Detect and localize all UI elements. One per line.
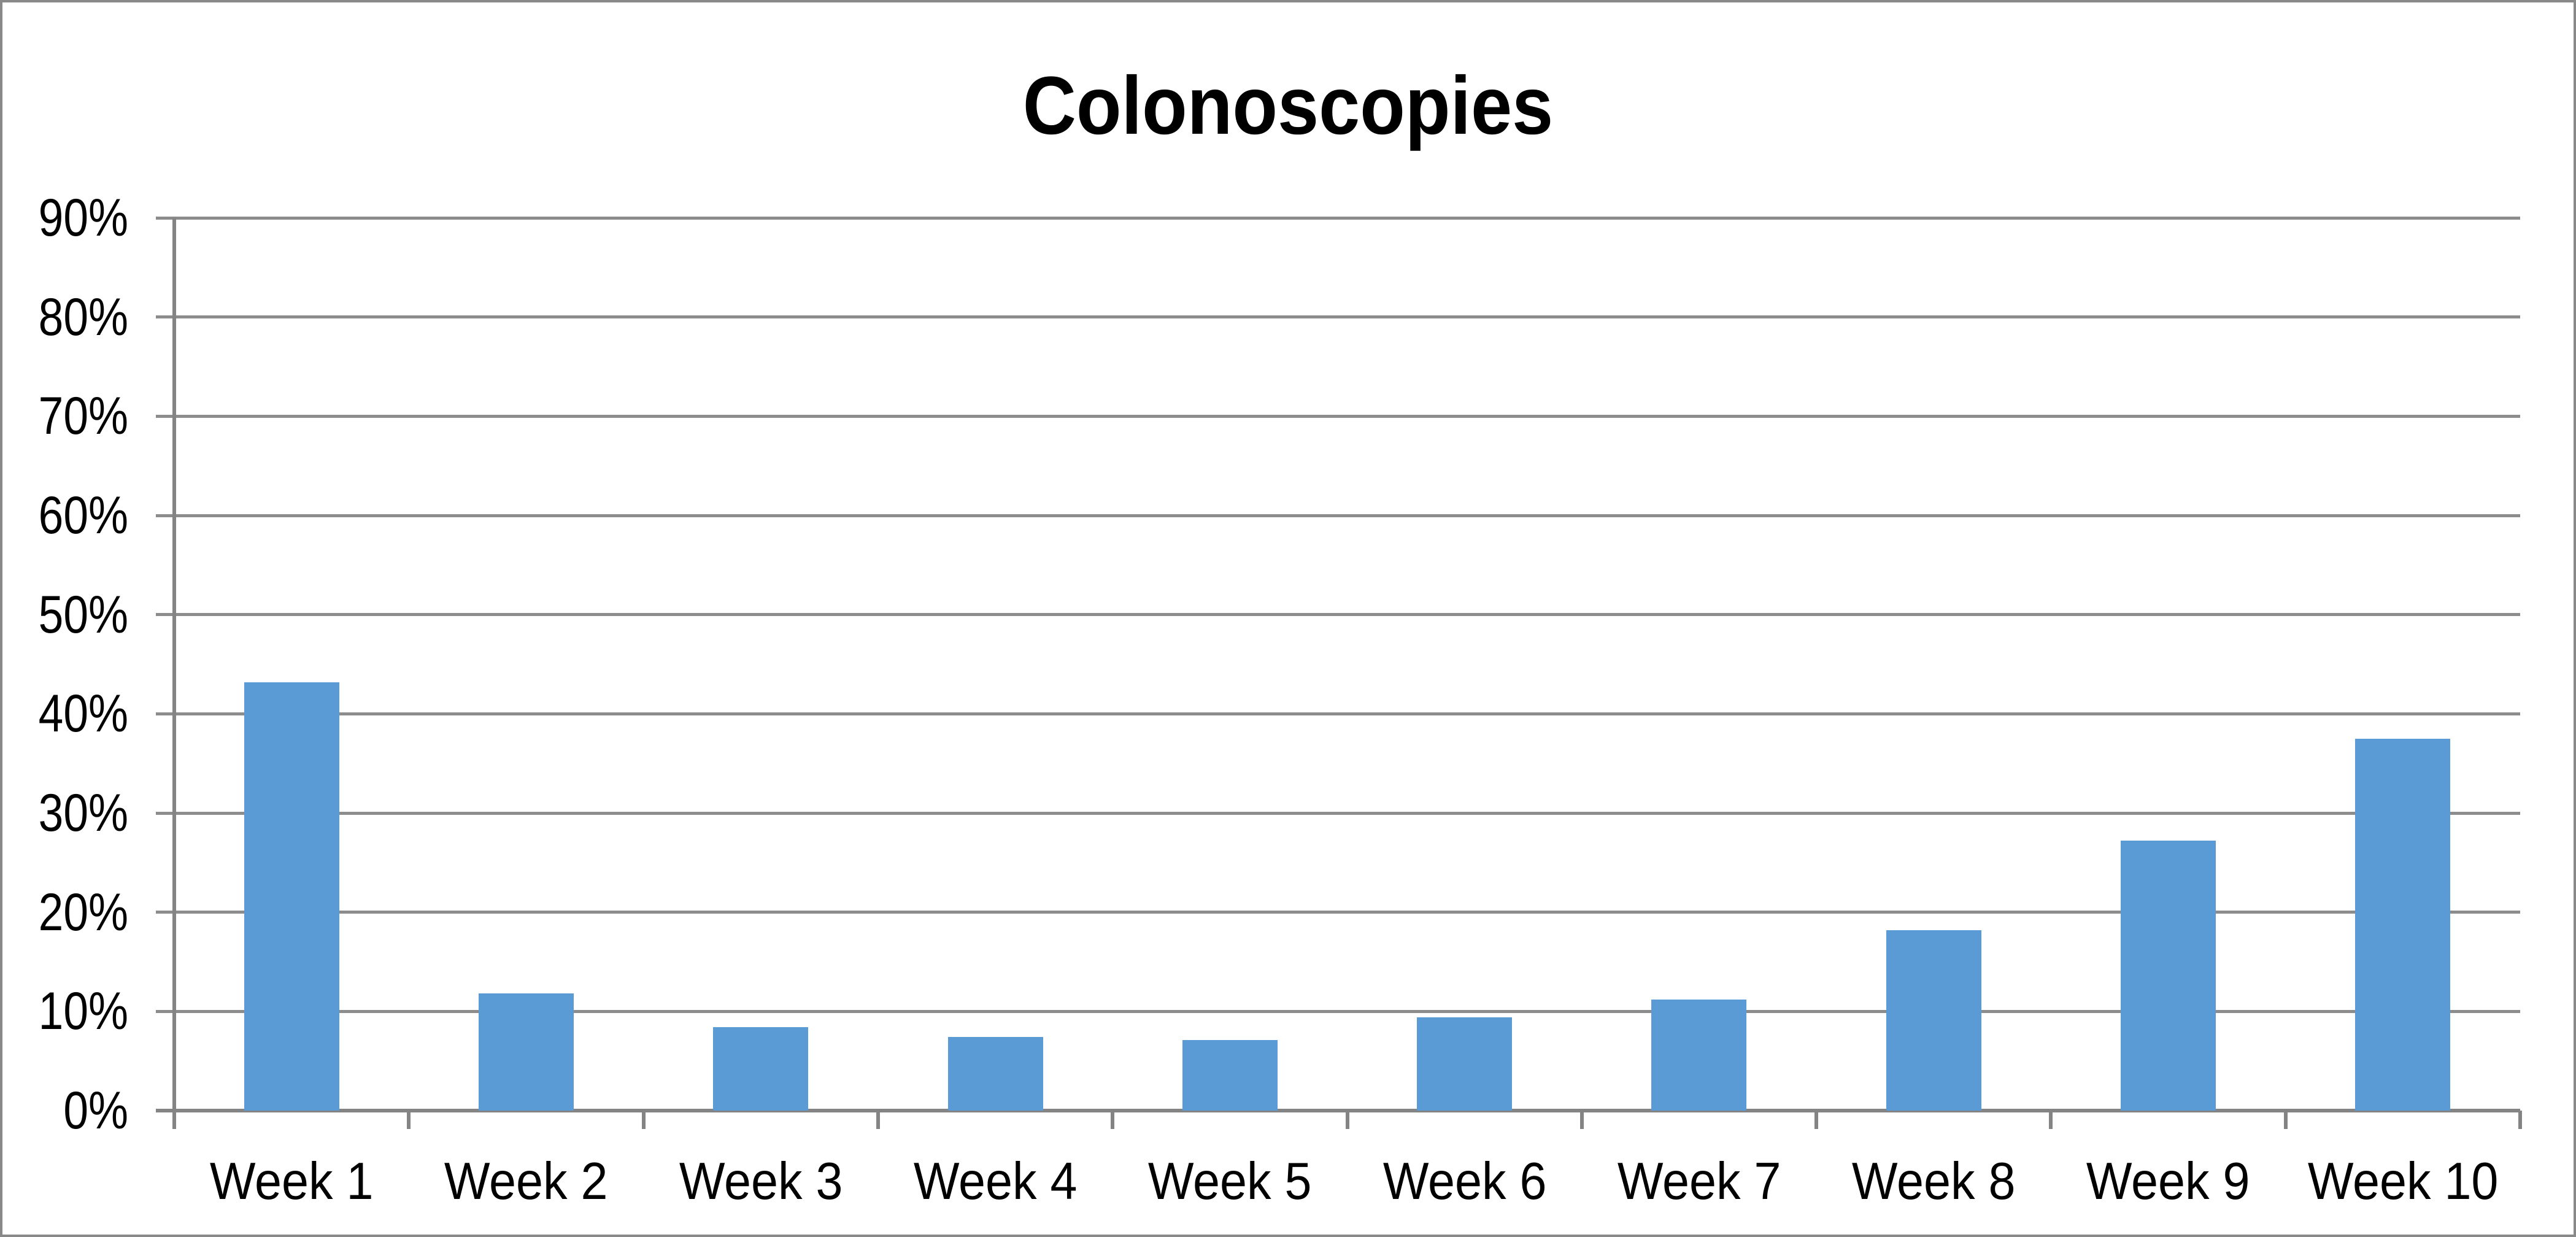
x-axis-line — [156, 1109, 2520, 1112]
bar-week-1 — [244, 682, 339, 1111]
y-axis-tick-label: 30% — [38, 784, 129, 842]
x-axis-category-label: Week 9 — [2086, 1152, 2250, 1211]
x-axis-category-label: Week 1 — [209, 1152, 374, 1211]
x-axis-tick — [1814, 1111, 1819, 1129]
y-axis-line — [172, 218, 176, 1129]
x-axis-tick — [641, 1111, 646, 1129]
y-axis-tick-label: 50% — [38, 585, 129, 644]
y-axis-tick-label: 0% — [63, 1081, 128, 1140]
x-axis-category-label: Week 2 — [444, 1152, 608, 1211]
x-axis-category-label: Week 6 — [1382, 1152, 1546, 1211]
y-major-gridline — [156, 216, 2520, 220]
x-axis-tick — [2049, 1111, 2053, 1129]
y-major-gridline — [156, 1009, 2520, 1013]
x-axis-tick — [2518, 1111, 2522, 1129]
y-major-gridline — [156, 911, 2520, 914]
y-major-gridline — [156, 811, 2520, 815]
bar-week-9 — [2121, 841, 2216, 1111]
y-axis-tick-label: 60% — [38, 486, 129, 545]
y-major-gridline — [156, 514, 2520, 517]
x-axis-category-label: Week 8 — [1851, 1152, 2016, 1211]
bar-week-5 — [1182, 1040, 1278, 1111]
x-axis-tick — [2283, 1111, 2288, 1129]
x-axis-tick — [1345, 1111, 1349, 1129]
bar-week-3 — [713, 1027, 809, 1111]
chart-title: Colonoscopies — [1022, 60, 1554, 152]
bar-week-7 — [1651, 999, 1747, 1111]
y-major-gridline — [156, 712, 2520, 715]
y-axis-tick-label: 90% — [38, 188, 129, 247]
x-axis-category-label: Week 5 — [1148, 1152, 1312, 1211]
y-major-gridline — [156, 414, 2520, 418]
x-axis-category-label: Week 7 — [1617, 1152, 1781, 1211]
y-axis-tick-label: 70% — [38, 387, 129, 446]
y-axis-tick-label: 80% — [38, 287, 129, 347]
x-axis-category-label: Week 4 — [913, 1152, 1078, 1211]
bar-week-4 — [947, 1037, 1043, 1111]
x-axis-category-label: Week 10 — [2307, 1152, 2499, 1211]
x-axis-tick — [407, 1111, 411, 1129]
y-axis-tick-label: 40% — [38, 684, 129, 744]
bar-week-10 — [2355, 738, 2451, 1111]
y-major-gridline — [156, 613, 2520, 617]
plot-area — [156, 216, 2522, 1129]
bar-week-6 — [1417, 1017, 1513, 1111]
y-axis-tick-label: 20% — [38, 882, 129, 942]
x-axis-tick — [1579, 1111, 1584, 1129]
bar-week-8 — [1886, 930, 1981, 1111]
y-axis-tick-label: 10% — [38, 982, 129, 1041]
y-major-gridline — [156, 315, 2520, 319]
x-axis-tick — [1111, 1111, 1115, 1129]
x-axis-tick — [876, 1111, 880, 1129]
bar-week-2 — [478, 993, 574, 1111]
x-axis-category-label: Week 3 — [679, 1152, 843, 1211]
